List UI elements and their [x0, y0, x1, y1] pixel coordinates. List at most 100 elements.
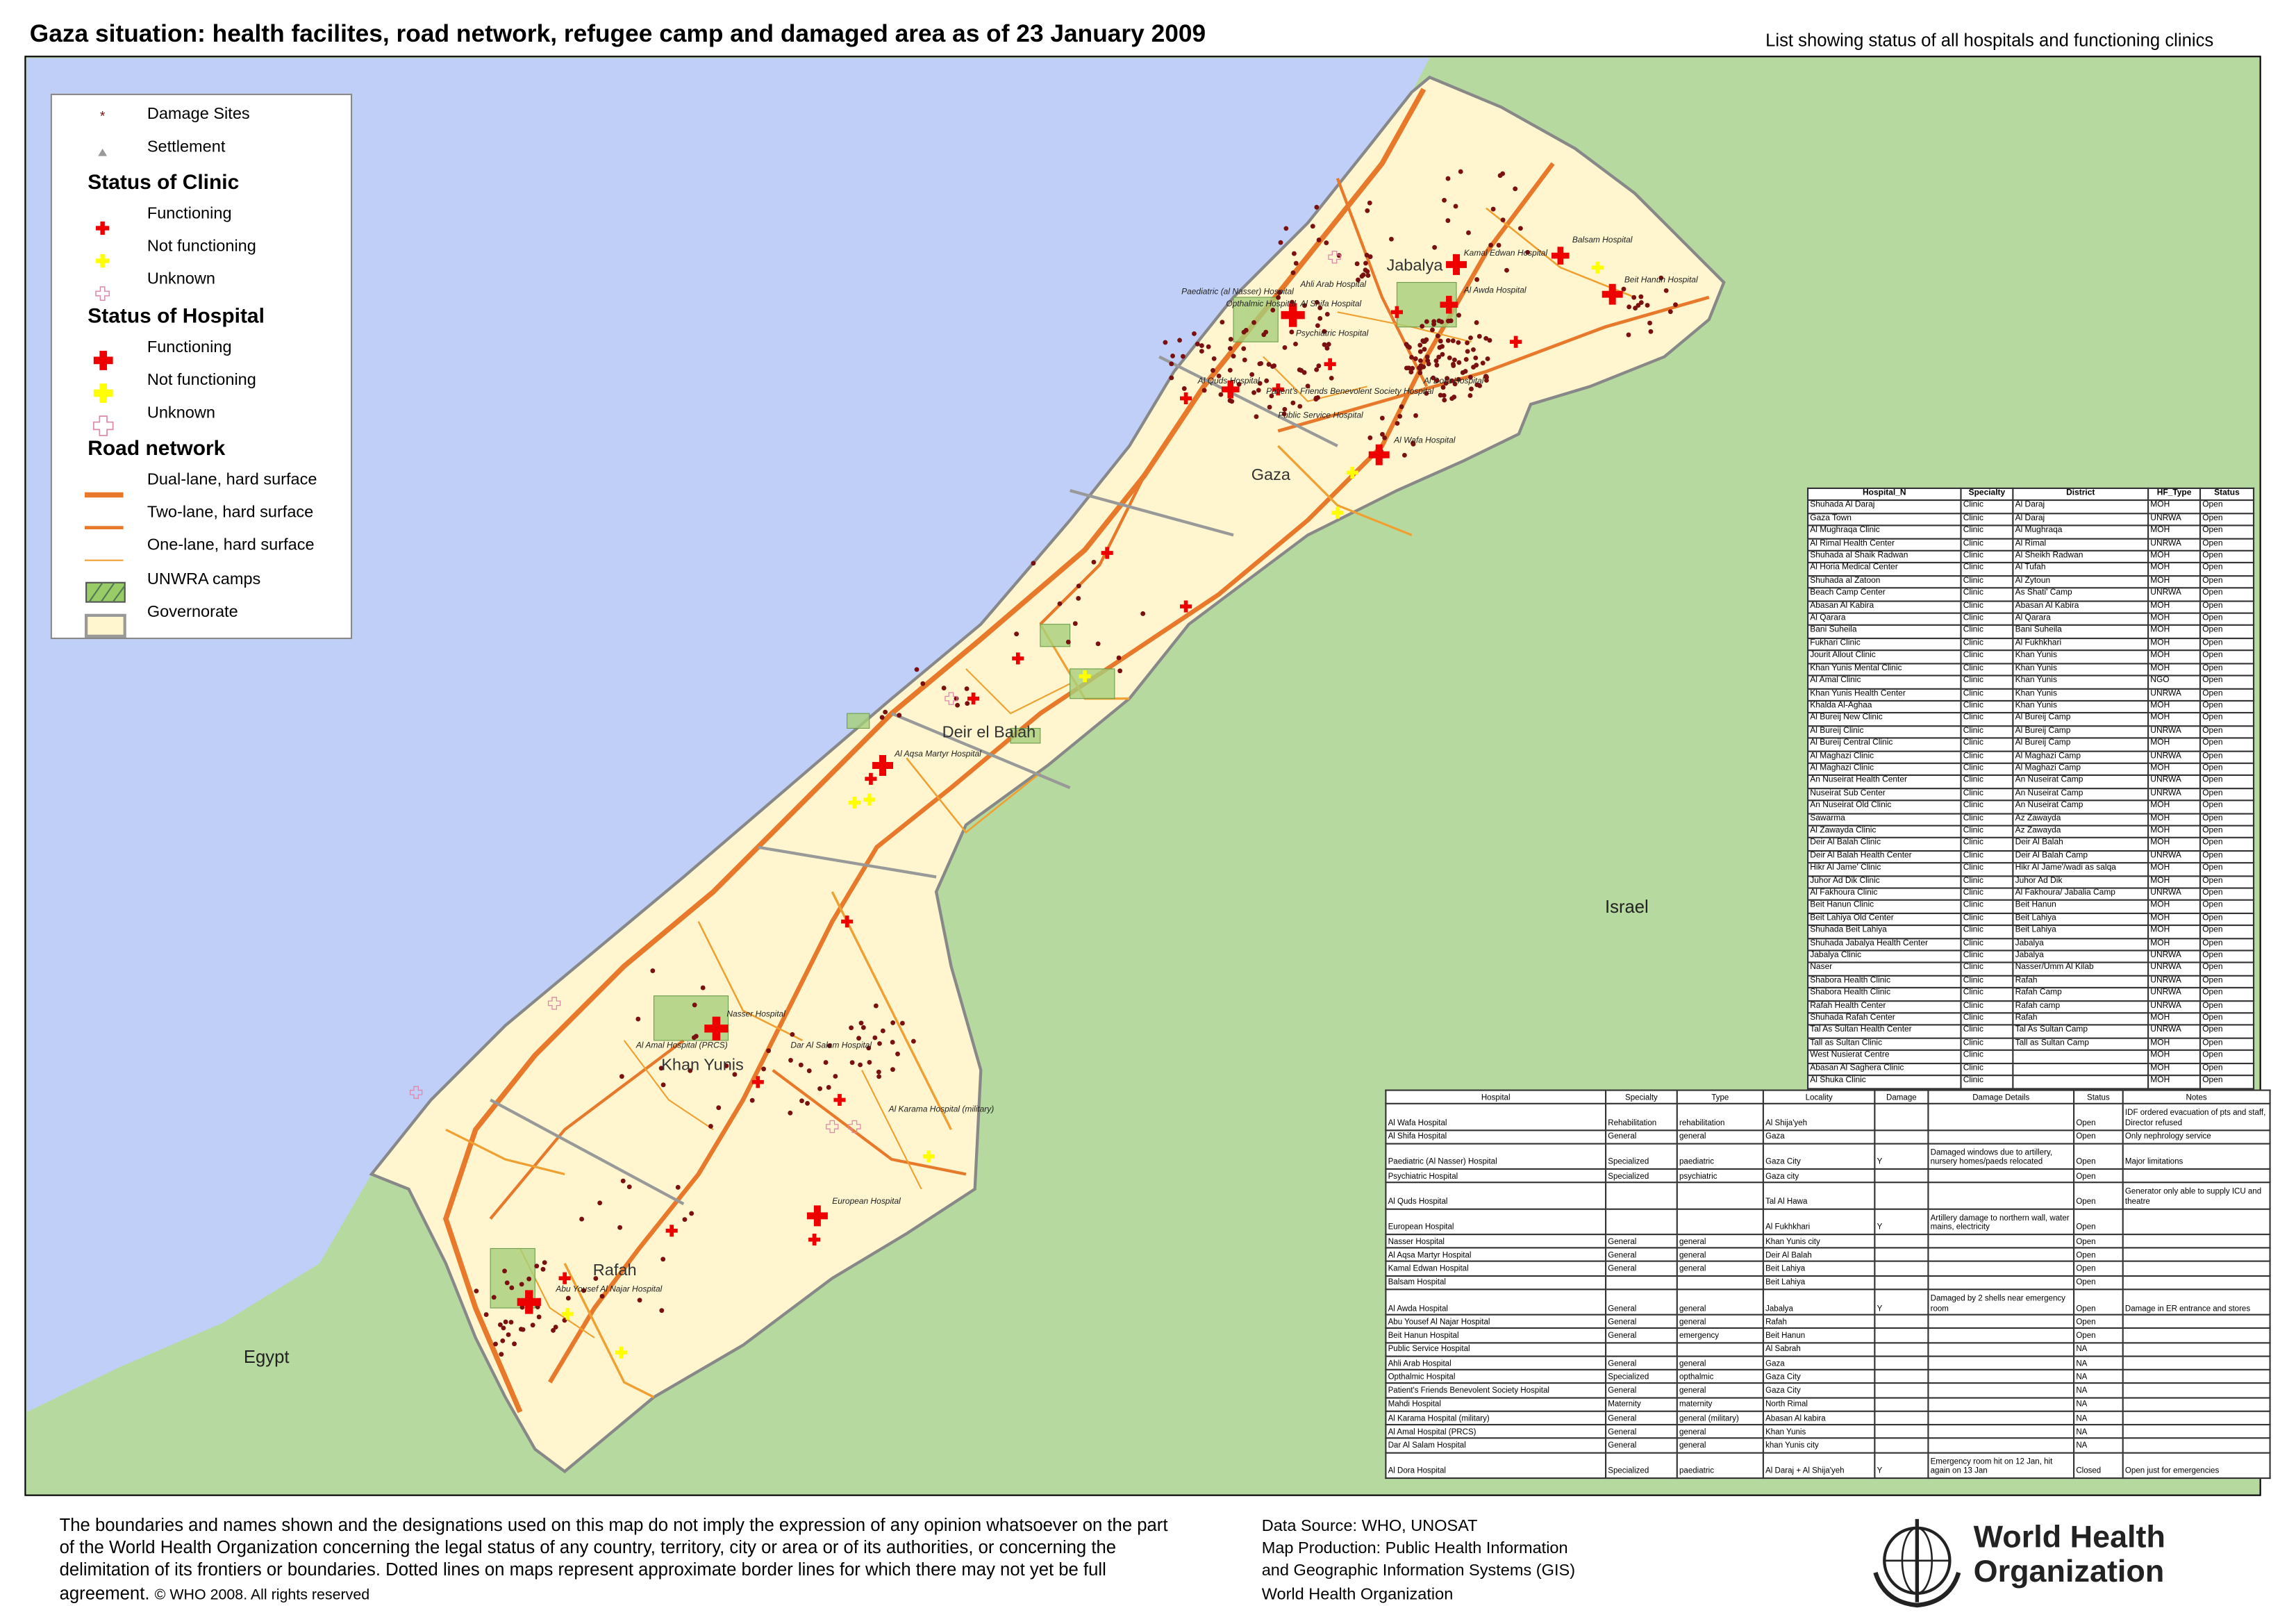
- damage-site: [1451, 395, 1457, 400]
- table-cell: [2122, 1327, 2271, 1343]
- table-row: Shuhada al Zatoon Clinic Al Zytoun MOH Open: [1807, 574, 2255, 589]
- facility-marker: [1324, 358, 1336, 370]
- damage-site: [1456, 313, 1461, 318]
- table-row: Al Zawayda Clinic Clinic Az Zawayda MOH Open: [1807, 825, 2255, 839]
- damage-site: [1031, 561, 1036, 566]
- damage-site: [599, 1293, 605, 1299]
- damage-site: [880, 1028, 885, 1034]
- table-cell: MOH: [2147, 837, 2202, 852]
- table-cell: Al Sheikh Radwan: [2012, 549, 2149, 564]
- table-cell: Beit Hanun: [2012, 900, 2149, 914]
- table-row: Al Quds Hospital Tal Al Hawa Open Generator…: [1385, 1182, 2271, 1209]
- table-cell: UNRWA: [2147, 1000, 2202, 1014]
- damage-site: [1076, 596, 1081, 601]
- damage-site: [790, 1031, 795, 1037]
- table-cell: Abasan Al Saghera Clinic: [1807, 1062, 1962, 1077]
- table-cell: Clinic: [1960, 975, 2014, 989]
- damage-site: [1490, 206, 1496, 212]
- damage-site: [565, 1295, 571, 1301]
- damage-site: [502, 1268, 507, 1274]
- camp: [1070, 668, 1115, 699]
- damage-site: [1364, 252, 1370, 258]
- column-header: Specialty: [1960, 487, 2014, 502]
- facility-marker: [833, 1093, 846, 1107]
- table-row: European Hospital Al Fukhkhari Y Artillery …: [1385, 1207, 2271, 1235]
- damage-site: [964, 686, 970, 691]
- table-cell: Damage in ER entrance and stores: [2122, 1288, 2271, 1316]
- table-cell: MOH: [2147, 762, 2202, 777]
- governorate-border: [490, 1098, 685, 1206]
- table-cell: Open: [2073, 1103, 2124, 1131]
- table-cell: MOH: [2147, 925, 2202, 939]
- table-cell: Deir Al Balah: [1762, 1247, 1876, 1263]
- table-cell: UNRWA: [2147, 987, 2202, 1002]
- hospital-label: Al Awda Hospital: [1463, 285, 1526, 295]
- damage-site: [1305, 383, 1311, 389]
- facility-marker: [1510, 335, 1522, 348]
- facility-marker: [1012, 652, 1024, 665]
- damage-site: [890, 1067, 895, 1072]
- table-row: Psychiatric Hospital Specialized psychiatr…: [1385, 1168, 2271, 1184]
- table-row: Jourit Allout Clinic Clinic Khan Yunis MOH O…: [1807, 649, 2255, 664]
- table-cell: opthalmic: [1676, 1369, 1764, 1385]
- table-cell: Beit Lahiya: [2012, 925, 2149, 939]
- clinic-not-functioning: [96, 254, 110, 268]
- table-cell: [1874, 1247, 1929, 1263]
- damage-site: [1456, 376, 1461, 382]
- table-cell: Open: [2199, 799, 2255, 814]
- table-cell: Jabalya: [2012, 950, 2149, 964]
- table-row: Abasan Al Kabira Clinic Abasan Al Kabira MO…: [1807, 599, 2255, 614]
- table-cell: Clinic: [1960, 925, 2014, 939]
- damage-site: [1663, 288, 1669, 293]
- damage-site: [1673, 302, 1678, 308]
- table-cell: Al Bureij Central Clinic: [1807, 737, 1962, 752]
- table-cell: rehabilitation: [1676, 1103, 1764, 1131]
- hospital-label: Kamal Edwan Hospital: [1464, 248, 1548, 258]
- damage-site: [1466, 230, 1471, 235]
- column-header: Notes: [2122, 1089, 2271, 1105]
- road: [623, 1040, 714, 1131]
- table-cell: Open: [2199, 850, 2255, 864]
- table-cell: MOH: [2147, 612, 2202, 627]
- damage-site: [1313, 395, 1319, 401]
- table-cell: Open: [2199, 624, 2255, 639]
- damage-site: [1421, 364, 1426, 370]
- table-cell: North Rimal: [1762, 1396, 1876, 1412]
- disclaimer-text: The boundaries and names shown and the d…: [59, 1514, 1168, 1604]
- table-cell: MOH: [2147, 862, 2202, 877]
- damage-site: [1277, 290, 1282, 295]
- table-row: Ahli Arab Hospital General general Gaza NA: [1385, 1355, 2271, 1371]
- damage-site: [1326, 342, 1331, 347]
- legend-label: Unknown: [147, 270, 215, 289]
- hospital-label: Opthalmic Hospital: [1226, 299, 1296, 308]
- table-cell: Al Quds Hospital: [1385, 1182, 1607, 1209]
- damage-site: [1206, 344, 1211, 349]
- damage-site: [1379, 415, 1385, 421]
- damage-site: [1301, 370, 1307, 375]
- damage-site: [1254, 414, 1259, 420]
- table-cell: Open: [2199, 787, 2255, 802]
- table-cell: [1927, 1355, 2075, 1371]
- table-cell: [1927, 1341, 2075, 1357]
- damage-site: [1140, 611, 1146, 616]
- damage-site: [1476, 333, 1482, 339]
- damage-site: [692, 1002, 697, 1008]
- table-cell: Open: [2199, 937, 2255, 952]
- table-cell: Clinic: [1960, 812, 2014, 827]
- damage-site: [1631, 295, 1637, 300]
- table-cell: Clinic: [1960, 1037, 2014, 1052]
- damage-site: [799, 1098, 804, 1104]
- table-cell: Clinic: [1960, 950, 2014, 964]
- table-cell: UNRWA: [2147, 687, 2202, 702]
- table-cell: MOH: [2147, 900, 2202, 914]
- damage-site: [660, 1082, 666, 1088]
- camp: [847, 713, 870, 729]
- table-cell: MOH: [2147, 499, 2202, 515]
- table-cell: General: [1604, 1261, 1678, 1277]
- table-cell: Open: [2199, 1025, 2255, 1039]
- table-cell: Open: [2199, 975, 2255, 989]
- table-cell: [1676, 1182, 1764, 1209]
- table-cell: Clinic: [1960, 649, 2014, 664]
- road: [831, 891, 953, 1131]
- damage-site: [1211, 356, 1217, 361]
